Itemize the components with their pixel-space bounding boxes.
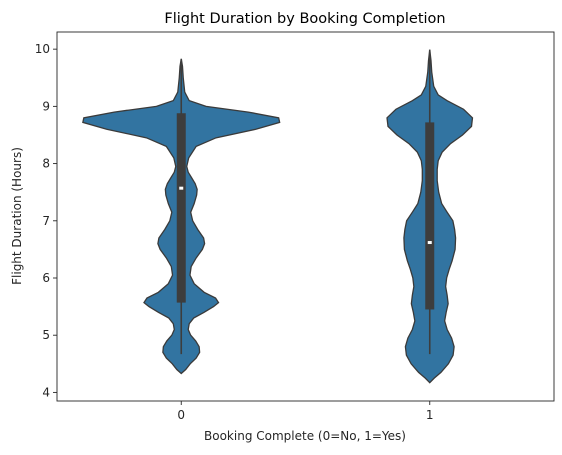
iqr-box-0 bbox=[176, 113, 186, 303]
y-tick-label-5: 5 bbox=[42, 328, 50, 342]
iqr-box-1 bbox=[425, 122, 435, 310]
y-tick-label-8: 8 bbox=[42, 157, 50, 171]
median-marker-0 bbox=[179, 186, 184, 190]
y-tick-label-7: 7 bbox=[42, 214, 50, 228]
violin-layer bbox=[82, 49, 474, 384]
y-tick-label-4: 4 bbox=[42, 385, 50, 399]
median-marker-1 bbox=[427, 241, 432, 245]
axes-layer: 4 5 6 7 8 9 10 0 1 bbox=[35, 42, 434, 422]
y-tick-label-9: 9 bbox=[42, 99, 50, 113]
chart-title: Flight Duration by Booking Completion bbox=[164, 11, 445, 27]
y-tick-label-10: 10 bbox=[35, 42, 50, 56]
x-tick-label-0: 0 bbox=[177, 408, 185, 422]
y-axis-label: Flight Duration (Hours) bbox=[10, 147, 24, 285]
plot-frame bbox=[56, 31, 555, 402]
y-tick-label-6: 6 bbox=[42, 271, 50, 285]
x-axis-label: Booking Complete (0=No, 1=Yes) bbox=[204, 429, 406, 443]
x-tick-label-1: 1 bbox=[426, 408, 434, 422]
